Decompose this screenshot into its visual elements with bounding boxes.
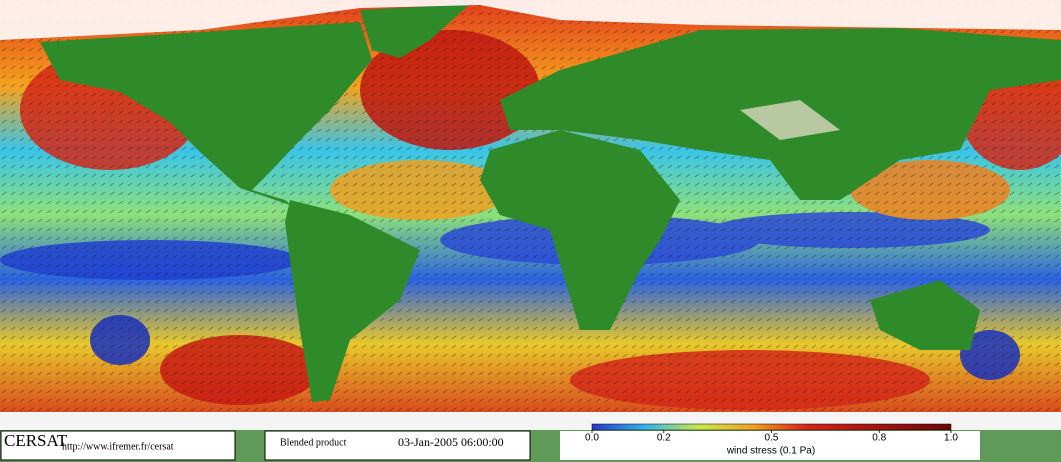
timestamp: 03-Jan-2005 06:00:00	[398, 435, 504, 449]
product-box	[264, 430, 531, 461]
colorbar-box	[560, 431, 980, 460]
colorbar-tick-label: 1.0	[944, 433, 958, 444]
colorbar-tick-label: 0.0	[585, 433, 599, 444]
logo: CERSAT	[4, 431, 68, 450]
colorbar-label: wind stress (0.1 Pa)	[726, 446, 815, 457]
colorbar-tick-label: 0.8	[872, 433, 886, 444]
colorbar: wind stress (0.1 Pa) 0.0 0.2 0.5 0.8 1.0	[585, 423, 958, 457]
map	[0, 0, 1061, 430]
arctic-ice	[0, 0, 1061, 40]
product: Blended product	[280, 437, 347, 448]
url: http://www.ifremer.fr/cersat	[62, 441, 174, 452]
colorbar-tick-label: 0.2	[657, 433, 671, 444]
colorbar-ramp	[591, 423, 952, 431]
logo-box	[0, 430, 236, 461]
plateau	[740, 100, 840, 140]
colorbar-tick-label: 0.5	[765, 433, 779, 444]
